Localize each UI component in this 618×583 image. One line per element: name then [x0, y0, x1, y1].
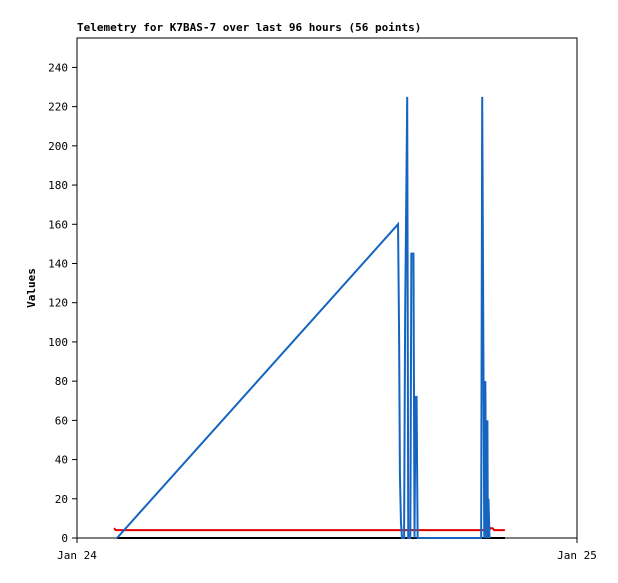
series-line — [113, 527, 505, 532]
x-tick-label: Jan 24 — [57, 549, 97, 562]
y-tick-label: 20 — [55, 493, 68, 506]
series-line — [116, 96, 491, 539]
y-tick-label: 200 — [48, 140, 68, 153]
plot-frame — [76, 37, 578, 539]
y-tick-label: 160 — [48, 218, 68, 231]
x-tick-label: Jan 25 — [557, 549, 597, 562]
y-tick-label: 0 — [61, 532, 68, 545]
y-tick-label: 120 — [48, 297, 68, 310]
y-tick-label: 60 — [55, 414, 68, 427]
y-tick-label: 220 — [48, 101, 68, 114]
chart-title: Telemetry for K7BAS-7 over last 96 hours… — [77, 21, 421, 34]
y-tick-label: 140 — [48, 257, 68, 270]
y-tick-label: 180 — [48, 179, 68, 192]
y-tick-label: 240 — [48, 61, 68, 74]
y-axis-label: Values — [25, 268, 38, 308]
y-tick-label: 80 — [55, 375, 68, 388]
y-tick-label: 100 — [48, 336, 68, 349]
y-tick-label: 40 — [55, 454, 68, 467]
